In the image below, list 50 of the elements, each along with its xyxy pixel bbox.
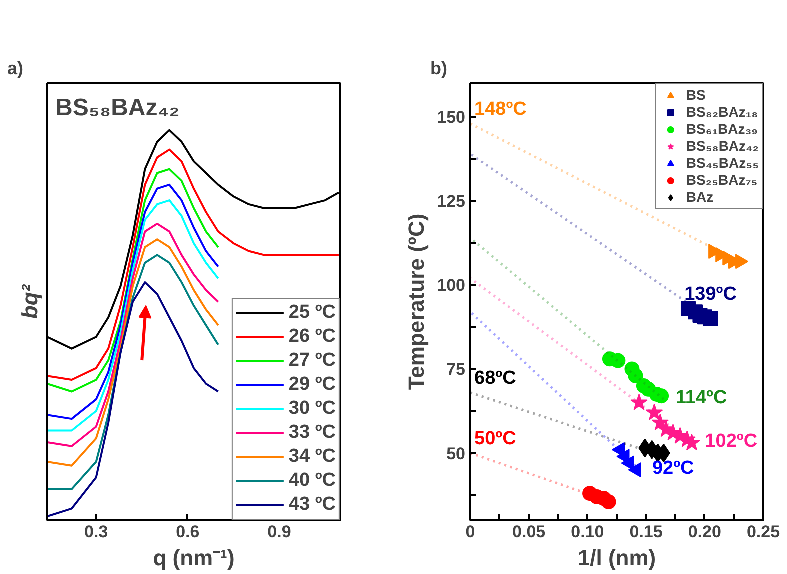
y-tick-label: 100 xyxy=(437,276,466,296)
text: a) xyxy=(8,58,24,78)
legend-label: BS xyxy=(686,87,706,103)
x-tick-label: 0.20 xyxy=(688,522,722,542)
point xyxy=(601,494,616,510)
legend-label: 26 ºC xyxy=(288,326,336,348)
y-tick-label: 75 xyxy=(446,360,466,380)
text: b) xyxy=(430,58,448,78)
legend-label: 25 ºC xyxy=(288,302,336,324)
legend-label: 34 ºC xyxy=(288,446,336,468)
point xyxy=(628,368,644,384)
x-tick-label: 0.10 xyxy=(571,522,604,542)
legend-label: 43 ºC xyxy=(288,494,336,516)
legend-label: BS₂₅BAz₇₅ xyxy=(686,172,758,188)
y-tick-label: 150 xyxy=(437,108,466,128)
legend-label: 40 ºC xyxy=(288,470,336,492)
series-label: 50ºC xyxy=(474,428,517,450)
legend-label: 29 ºC xyxy=(288,374,336,396)
legend-label: 27 ºC xyxy=(288,350,336,372)
series-label: 148ºC xyxy=(474,98,528,120)
legend-label: BS₅₈BAz₄₂ xyxy=(686,138,759,154)
x-tick-label: 0.6 xyxy=(176,522,200,542)
y-tick-label: 125 xyxy=(437,192,466,212)
x-tick-label: 0.05 xyxy=(512,522,546,542)
series-label: 68ºC xyxy=(474,368,517,389)
x-tick-label: 0.9 xyxy=(268,522,292,542)
legend-label: 33 ºC xyxy=(288,422,336,444)
point xyxy=(646,404,664,420)
y-axis-title: bq² xyxy=(18,284,42,320)
legend-label: BS₄₅BAz₅₅ xyxy=(686,155,759,171)
x-tick-label: 0 xyxy=(466,522,476,542)
series-label: 102ºC xyxy=(705,431,758,452)
point xyxy=(610,353,626,368)
chart-title: BS₅₈BAz₄₂ xyxy=(56,94,180,122)
legend-label: BS₆₁BAz₃₉ xyxy=(686,121,758,137)
series-label: 139ºC xyxy=(684,284,738,305)
point xyxy=(703,311,718,326)
y-tick-label: 50 xyxy=(446,444,466,464)
legend-label: BS₈₂BAz₁₈ xyxy=(686,104,758,120)
x-axis-title: 1/l (nm) xyxy=(578,546,656,570)
series-label: 114ºC xyxy=(676,387,728,408)
x-tick-label: 0.3 xyxy=(84,522,108,542)
x-tick-label: 0.25 xyxy=(746,522,780,542)
x-axis-title: q (nm⁻¹) xyxy=(153,546,235,570)
series-label: 92ºC xyxy=(652,458,695,480)
point xyxy=(630,394,648,410)
x-tick-label: 0.15 xyxy=(630,522,663,542)
legend-label: 30 ºC xyxy=(288,398,336,420)
legend-label: BAz xyxy=(686,189,714,205)
y-axis-title: Temperature (ºC) xyxy=(404,214,430,390)
